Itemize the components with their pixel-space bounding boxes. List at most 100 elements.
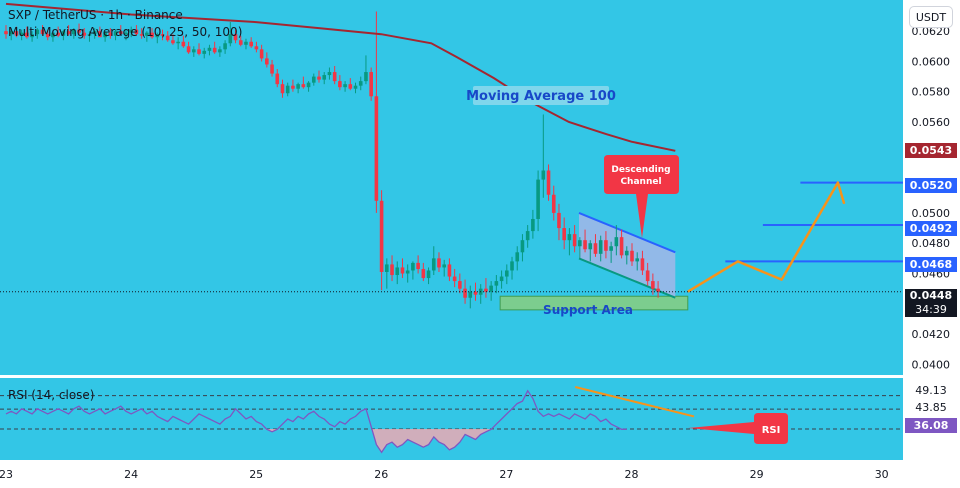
candle-body <box>108 32 113 36</box>
rsi-level-2: 43.85 <box>915 401 947 414</box>
candle-body <box>30 34 34 38</box>
candle-body <box>343 84 347 88</box>
candle-body <box>176 41 180 44</box>
candle-body <box>458 281 462 289</box>
candle <box>212 41 217 54</box>
support-area-zone <box>499 295 689 311</box>
candle <box>557 203 561 241</box>
candle-body <box>405 270 410 274</box>
rsi-current-badge: 36.08 <box>905 418 957 433</box>
time-tick-label: 28 <box>625 468 639 481</box>
candle-body <box>385 264 389 272</box>
rsi-oversold-fill <box>6 429 627 453</box>
candle <box>197 43 201 56</box>
candle <box>645 262 650 286</box>
candle <box>458 273 462 294</box>
candle <box>431 246 436 276</box>
candle-body <box>291 85 295 89</box>
candle <box>223 40 227 54</box>
candle <box>160 29 165 41</box>
candle-body <box>165 35 170 41</box>
candle-body <box>468 291 473 298</box>
ma100-label-box <box>473 86 609 105</box>
candle <box>296 82 300 94</box>
candle <box>280 79 285 98</box>
candle <box>614 225 619 256</box>
candle <box>484 278 488 298</box>
time-tick-label: 30 <box>875 468 889 481</box>
candle <box>218 46 222 57</box>
time-tick-label: 26 <box>374 468 388 481</box>
candle <box>531 209 535 239</box>
candle <box>593 234 598 257</box>
candle <box>541 114 546 198</box>
current-price: 0.0448 <box>909 289 953 302</box>
candle-body <box>499 276 504 282</box>
candle <box>259 44 264 62</box>
time-axis[interactable] <box>0 460 903 488</box>
candle <box>489 281 493 301</box>
candle <box>202 47 207 59</box>
candle-body <box>14 31 19 36</box>
candle-body <box>520 240 525 253</box>
candle-body <box>92 31 97 35</box>
candle-body <box>494 281 499 286</box>
candle-body <box>583 240 587 250</box>
candle-body <box>567 234 572 241</box>
rsi-trendline <box>574 385 695 418</box>
exchange: Binance <box>134 8 183 22</box>
candle-body <box>525 231 530 241</box>
support-area-label: Support Area <box>543 303 633 317</box>
candle <box>452 268 457 288</box>
candle <box>651 273 655 295</box>
ma100-line <box>5 2 676 152</box>
candle-body <box>207 47 212 51</box>
candle <box>505 264 509 285</box>
candle <box>87 31 92 42</box>
candle-body <box>181 41 186 47</box>
candle <box>311 73 316 86</box>
candle <box>40 25 45 36</box>
candle-body <box>551 194 556 213</box>
candle-body <box>510 261 514 271</box>
candle <box>176 37 180 50</box>
candle <box>134 25 139 36</box>
candle-body <box>578 240 582 247</box>
target2-price-badge: 0.0492 <box>905 221 957 236</box>
candle-body <box>332 72 337 82</box>
candle-body <box>134 29 139 35</box>
candle <box>113 29 118 41</box>
candle <box>374 11 379 213</box>
candle-body <box>353 85 358 89</box>
candle <box>139 28 144 39</box>
current-price-badge: 0.0448 34:39 <box>905 289 957 317</box>
currency-button[interactable]: USDT <box>909 6 953 28</box>
rsi-legend[interactable]: RSI (14, close) <box>8 388 95 402</box>
candle <box>9 28 14 41</box>
candle <box>656 281 660 298</box>
channel-callout <box>604 155 679 238</box>
candle <box>4 25 8 39</box>
candle-body <box>531 218 535 232</box>
candle-body <box>416 262 420 269</box>
candle-body <box>296 84 300 89</box>
candle <box>327 67 332 80</box>
candle <box>520 234 525 262</box>
candle <box>385 258 389 289</box>
candle-body <box>51 32 55 38</box>
symbol-title[interactable]: SXP / TetherUS · 1h · Binance <box>8 8 183 22</box>
candle-body <box>45 34 50 38</box>
candle-body <box>270 64 274 74</box>
candle <box>353 82 358 94</box>
candle <box>369 67 373 101</box>
candle-body <box>379 200 384 272</box>
indicator-legend[interactable]: Multi Moving Average (10, 25, 50, 100) <box>8 25 243 39</box>
candle-body <box>624 250 629 256</box>
candle-body <box>129 29 134 33</box>
candle-body <box>364 72 368 82</box>
ma100-price-badge: 0.0543 <box>905 143 957 158</box>
candle <box>395 261 400 285</box>
candle-body <box>338 81 342 88</box>
candle-countdown: 34:39 <box>915 303 947 316</box>
